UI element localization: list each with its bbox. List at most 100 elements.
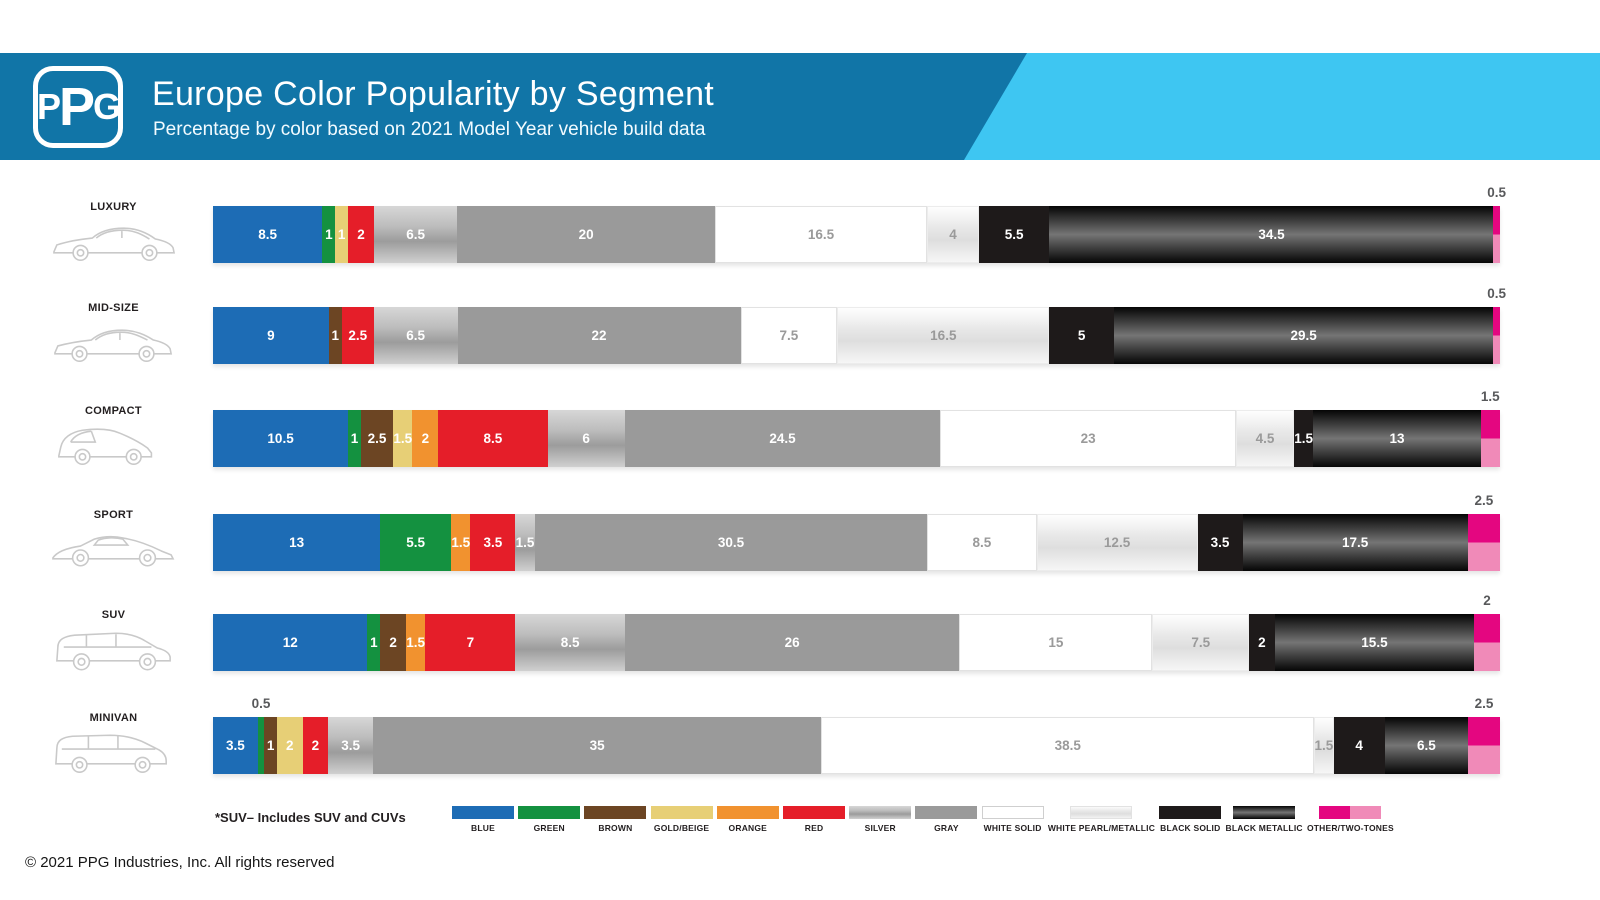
legend-label: BLUE xyxy=(471,823,495,833)
legend-label: BROWN xyxy=(598,823,633,833)
bar-segment-green: 1 xyxy=(367,614,381,671)
legend-item-silver: SILVER xyxy=(849,806,912,833)
black_metallic-swatch xyxy=(1233,806,1296,819)
blue-swatch xyxy=(452,806,514,819)
segment-name: COMPACT xyxy=(85,405,142,417)
legend-item-white_solid: WHITE SOLID xyxy=(981,806,1044,833)
segment-value: 5.5 xyxy=(406,535,426,550)
stacked-bar-compact: 10.5 1 2.5 1.5 2 8.5 6 24.5 23 4.5 1.5 13 1.5 xyxy=(213,389,1500,467)
segment-value: 30.5 xyxy=(717,535,745,550)
segment-value: 6.5 xyxy=(1416,738,1436,753)
bar-segment-silver: 6.5 xyxy=(373,307,458,364)
segment-name: MINIVAN xyxy=(89,712,138,724)
orange-swatch xyxy=(716,806,779,819)
bar-segment-white_solid: 8.5 xyxy=(927,514,1037,571)
legend-item-black_metallic: BLACK METALLIC xyxy=(1225,806,1303,833)
segment-value: 3.5 xyxy=(341,738,361,753)
logo-letter: P xyxy=(58,77,95,137)
segment-value: 7.5 xyxy=(1191,635,1211,650)
sport-car-icon xyxy=(14,525,213,578)
bar-segment-brown: 1 xyxy=(264,717,277,774)
legend-label: OTHER/TWO-TONES xyxy=(1306,823,1394,833)
segment-value: 1.5 xyxy=(406,635,426,650)
bar-segment-gold_beige: 2 xyxy=(277,717,303,774)
segment-value: 5 xyxy=(1077,328,1086,343)
bar-segment-white_pearl_metallic: 12.5 xyxy=(1036,514,1198,571)
legend-item-blue: BLUE xyxy=(452,806,514,833)
legend-label: GOLD/BEIGE xyxy=(653,823,710,833)
green-swatch xyxy=(518,806,581,819)
segment-value: 35 xyxy=(589,738,605,753)
segment-value: 15.5 xyxy=(1361,635,1388,650)
bar-segment-silver: 3.5 xyxy=(328,717,374,774)
bar-segment-red: 2 xyxy=(348,206,374,263)
logo-letter: P xyxy=(36,86,61,127)
segment-value: 2 xyxy=(421,431,430,446)
bar-segment-green: 0.5 xyxy=(252,696,270,774)
segment-value: 16.5 xyxy=(930,328,957,343)
bar-segment-green: 5.5 xyxy=(380,514,452,571)
bar-segment-white_solid: 15 xyxy=(959,614,1153,671)
segment-value: 2 xyxy=(311,738,320,753)
legend-item-green: GREEN xyxy=(518,806,581,833)
segment-value-above: 2 xyxy=(1483,593,1491,608)
ppg-logo: PPG xyxy=(33,66,123,148)
bar-segment-silver: 6 xyxy=(547,410,625,467)
segment-value: 29.5 xyxy=(1290,328,1317,343)
bar-segment-other_two_tones: 1.5 xyxy=(1480,389,1500,467)
segment-value: 15 xyxy=(1048,635,1064,650)
bar-segment-red: 2 xyxy=(302,717,329,774)
segment-label-compact: COMPACT xyxy=(0,405,213,474)
stacked-bar-sport: 13 5.5 1.5 3.5 1.5 30.5 8.5 12.5 3.5 17.5 2.5 xyxy=(213,493,1500,571)
segment-label-luxury: LUXURY xyxy=(0,201,213,270)
red-swatch xyxy=(783,806,846,819)
segment-value: 1.5 xyxy=(393,431,413,446)
segment-value: 2 xyxy=(389,635,397,650)
bar-segment-other_two_tones: 2.5 xyxy=(1467,493,1500,571)
segment-label-suv: SUV xyxy=(0,609,213,678)
bar-segment-white_pearl_metallic: 7.5 xyxy=(1152,614,1249,671)
bar-segment-silver: 8.5 xyxy=(515,614,625,671)
legend-item-brown: BROWN xyxy=(584,806,647,833)
bar-segment-orange: 1.5 xyxy=(406,614,426,671)
legend-label: RED xyxy=(804,823,824,833)
segment-value: 1 xyxy=(325,227,333,242)
white_solid-swatch xyxy=(981,806,1044,819)
header-light-band xyxy=(964,53,1600,160)
midsize-sedan-icon xyxy=(14,318,213,371)
legend-item-black_solid: BLACK SOLID xyxy=(1159,806,1222,833)
segment-label-mid-size: MID-SIZE xyxy=(0,302,213,371)
bar-segment-silver: 1.5 xyxy=(515,514,535,571)
segment-value: 17.5 xyxy=(1342,535,1369,550)
segment-value: 3.5 xyxy=(226,738,245,753)
segment-value: 9 xyxy=(267,328,275,343)
segment-value: 1 xyxy=(266,738,275,753)
segment-value: 12 xyxy=(282,635,298,650)
copyright-text: © 2021 PPG Industries, Inc. All rights r… xyxy=(25,854,335,871)
segment-label-minivan: MINIVAN xyxy=(0,712,213,781)
color-legend: BLUE GREEN BROWN GOLD/BEIGE ORANGE RED SILVER G… xyxy=(452,806,1394,833)
bar-segment-other_two_tones: 0.5 xyxy=(1487,185,1506,263)
segment-value: 20 xyxy=(578,227,594,242)
bar-segment-blue: 13 xyxy=(213,514,381,571)
bar-segment-gold_beige: 1 xyxy=(335,206,349,263)
segment-value: 2.5 xyxy=(348,328,368,343)
suv-icon xyxy=(14,625,213,678)
bar-segment-white_solid: 16.5 xyxy=(714,206,928,263)
black_solid-swatch xyxy=(1159,806,1222,819)
segment-value-above: 1.5 xyxy=(1480,389,1500,404)
segment-value: 23 xyxy=(1080,431,1096,446)
stacked-bar-suv: 12 1 2 1.5 7 8.5 26 15 7.5 2 15.5 2 xyxy=(213,593,1500,671)
legend-label: ORANGE xyxy=(728,823,768,833)
segment-value: 7 xyxy=(466,635,475,650)
bar-segment-black_solid: 1.5 xyxy=(1294,410,1314,467)
bar-segment-white_solid: 7.5 xyxy=(740,307,838,364)
segment-value: 2 xyxy=(286,738,294,753)
legend-item-red: RED xyxy=(783,806,846,833)
legend-label: BLACK METALLIC xyxy=(1225,823,1303,833)
bar-segment-white_solid: 23 xyxy=(940,410,1237,467)
legend-item-gray: GRAY xyxy=(915,806,978,833)
bar-segment-gray: 26 xyxy=(624,614,960,671)
bar-segment-white_pearl_metallic: 16.5 xyxy=(837,307,1050,364)
bar-segment-green: 1 xyxy=(348,410,361,467)
